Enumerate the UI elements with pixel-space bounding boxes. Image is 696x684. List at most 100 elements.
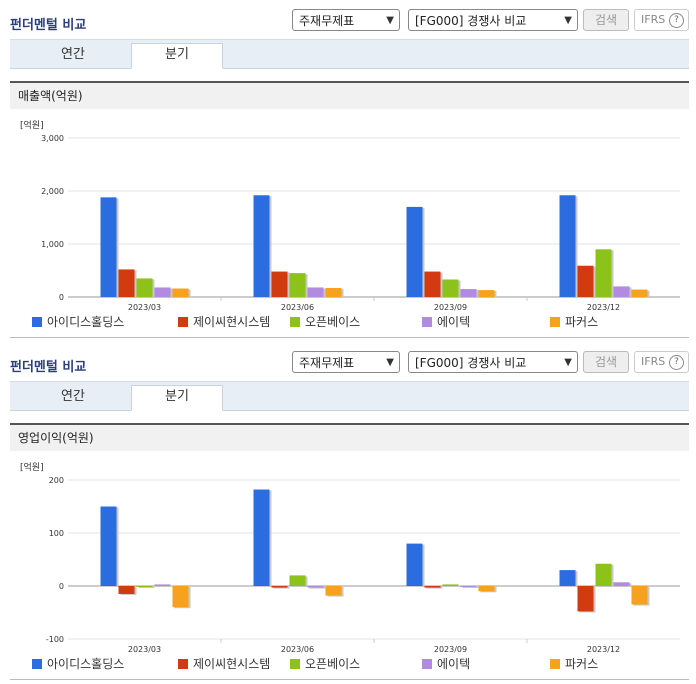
bar bbox=[478, 586, 495, 592]
statement-select[interactable]: 주재무제표 ▼ bbox=[292, 351, 400, 373]
legend-label: 에이텍 bbox=[437, 657, 471, 671]
bar bbox=[460, 586, 477, 587]
bar-shadow bbox=[462, 587, 479, 588]
ifrs-help-button[interactable]: IFRS? bbox=[634, 351, 689, 373]
bar-shadow bbox=[273, 587, 290, 589]
legend-swatch bbox=[32, 317, 42, 327]
x-tick-label: 2023/09 bbox=[434, 303, 467, 312]
x-tick-label: 2023/06 bbox=[281, 303, 314, 312]
bar-shadow bbox=[444, 585, 461, 587]
x-tick-label: 2023/06 bbox=[281, 645, 314, 654]
bar bbox=[631, 586, 648, 605]
divider bbox=[10, 337, 689, 338]
x-tick-label: 2023/12 bbox=[587, 645, 620, 654]
operating-profit-chart: -100 0 100 200 2023/03 2023/06 2023/09 2023/12 bbox=[46, 476, 680, 654]
bar bbox=[442, 279, 459, 297]
divider bbox=[10, 679, 689, 680]
y-tick-label: 200 bbox=[49, 476, 64, 485]
bar bbox=[271, 586, 288, 588]
x-tick-label: 2023/03 bbox=[128, 303, 161, 312]
legend-label: 제이씨현시스템 bbox=[193, 315, 271, 329]
bar bbox=[172, 586, 189, 608]
bar bbox=[253, 489, 270, 586]
chart-title: 영업이익(억원) bbox=[10, 423, 689, 451]
legend-swatch bbox=[178, 659, 188, 669]
legend-item[interactable]: 에이텍 bbox=[422, 313, 470, 330]
tab-quarterly[interactable]: 분기 bbox=[131, 43, 223, 69]
legend-label: 파커스 bbox=[565, 315, 599, 329]
bar-shadow bbox=[426, 587, 443, 589]
tab-quarterly[interactable]: 분기 bbox=[131, 385, 223, 411]
chart-title: 매출액(억원) bbox=[10, 81, 689, 109]
fundamental-section-1: 펀더멘털 비교 주재무제표 ▼ [FG000] 경쟁사 비교 ▼ 검색 IFRS? … bbox=[10, 9, 689, 338]
section-title: 펀더멘털 비교 bbox=[10, 360, 87, 375]
unit-label: [억원] bbox=[20, 121, 44, 131]
bar bbox=[100, 506, 117, 586]
legend-swatch bbox=[178, 317, 188, 327]
legend-label: 오픈베이스 bbox=[305, 657, 361, 671]
bar bbox=[613, 286, 630, 297]
legend-item[interactable]: 오픈베이스 bbox=[290, 655, 360, 672]
bar bbox=[442, 584, 459, 586]
bar bbox=[136, 278, 153, 297]
bar bbox=[613, 582, 630, 586]
chevron-down-icon: ▼ bbox=[564, 15, 572, 26]
y-tick-label: 100 bbox=[49, 529, 64, 538]
peer-select[interactable]: [FG000] 경쟁사 비교 ▼ bbox=[408, 351, 578, 373]
bar bbox=[460, 289, 477, 297]
y-tick-label: 3,000 bbox=[41, 134, 64, 143]
legend-label: 제이씨현시스템 bbox=[193, 657, 271, 671]
bar bbox=[307, 287, 324, 297]
y-tick-label: 2,000 bbox=[41, 187, 64, 196]
legend-label: 아이디스홀딩스 bbox=[47, 315, 125, 329]
bar bbox=[118, 269, 135, 297]
unit-label: [억원] bbox=[20, 463, 44, 473]
legend-item[interactable]: 제이씨현시스템 bbox=[178, 313, 270, 330]
ifrs-help-button[interactable]: IFRS? bbox=[634, 9, 689, 31]
statement-select[interactable]: 주재무제표 ▼ bbox=[292, 9, 400, 31]
legend-item[interactable]: 파커스 bbox=[550, 655, 598, 672]
bar bbox=[136, 586, 153, 587]
bar-shadow bbox=[156, 585, 173, 587]
bar bbox=[478, 290, 495, 297]
legend-label: 파커스 bbox=[565, 657, 599, 671]
tab-annual[interactable]: 연간 bbox=[61, 389, 85, 404]
bar bbox=[595, 563, 612, 586]
legend-item[interactable]: 제이씨현시스템 bbox=[178, 655, 270, 672]
bar bbox=[100, 197, 117, 297]
legend-item[interactable]: 아이디스홀딩스 bbox=[32, 655, 124, 672]
y-tick-label: 0 bbox=[59, 582, 64, 591]
bar bbox=[577, 265, 594, 297]
legend-item[interactable]: 아이디스홀딩스 bbox=[32, 313, 124, 330]
section-title: 펀더멘털 비교 bbox=[10, 18, 87, 33]
bar bbox=[253, 195, 270, 297]
period-tabs: 연간 분기 bbox=[10, 381, 689, 411]
bar bbox=[154, 584, 171, 586]
bar bbox=[424, 586, 441, 588]
bar bbox=[289, 273, 306, 297]
tab-annual[interactable]: 연간 bbox=[61, 47, 85, 62]
legend-swatch bbox=[550, 659, 560, 669]
search-button[interactable]: 검색 bbox=[583, 9, 629, 31]
x-tick-label: 2023/12 bbox=[587, 303, 620, 312]
legend-label: 오픈베이스 bbox=[305, 315, 361, 329]
revenue-chart: 0 1,000 2,000 3,000 2023/03 2023/06 2023/09 202… bbox=[41, 134, 680, 312]
chevron-down-icon: ▼ bbox=[386, 357, 394, 368]
chevron-down-icon: ▼ bbox=[386, 15, 394, 26]
bar-shadow bbox=[138, 587, 155, 588]
legend-item[interactable]: 오픈베이스 bbox=[290, 313, 360, 330]
bar bbox=[325, 287, 342, 297]
x-tick-label: 2023/03 bbox=[128, 645, 161, 654]
peer-select[interactable]: [FG000] 경쟁사 비교 ▼ bbox=[408, 9, 578, 31]
question-icon: ? bbox=[669, 355, 684, 370]
bar bbox=[406, 206, 423, 297]
legend-item[interactable]: 파커스 bbox=[550, 313, 598, 330]
legend-item[interactable]: 에이텍 bbox=[422, 655, 470, 672]
search-button[interactable]: 검색 bbox=[583, 351, 629, 373]
fundamental-section-2: 펀더멘털 비교 주재무제표 ▼ [FG000] 경쟁사 비교 ▼ 검색 IFRS? … bbox=[0, 342, 696, 684]
bar bbox=[118, 586, 135, 594]
legend-swatch bbox=[32, 659, 42, 669]
chevron-down-icon: ▼ bbox=[564, 357, 572, 368]
y-tick-label: 1,000 bbox=[41, 240, 64, 249]
bar bbox=[595, 249, 612, 297]
